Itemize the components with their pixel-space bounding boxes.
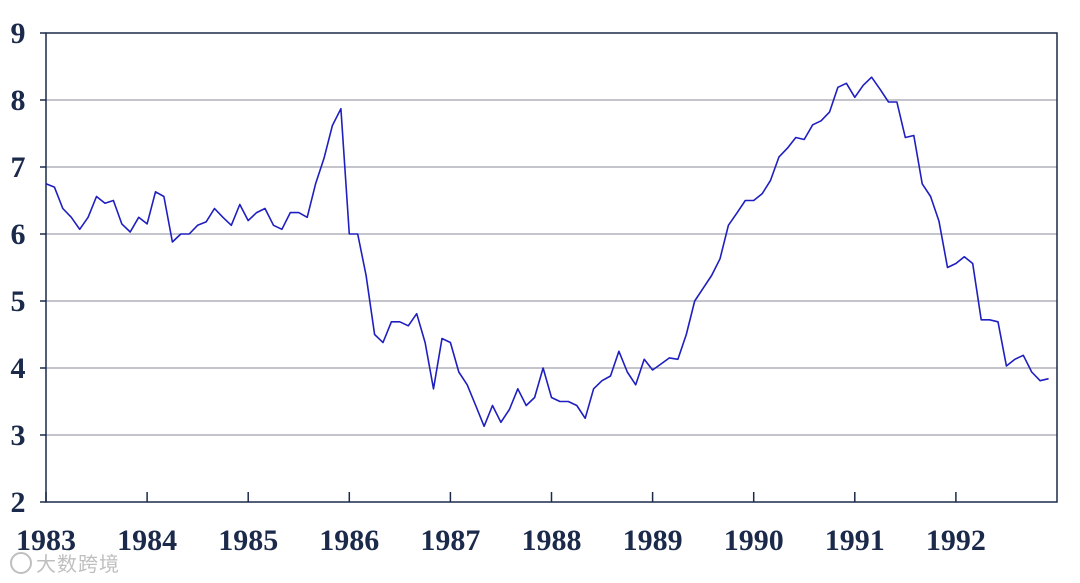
watermark: 大数跨境	[10, 548, 120, 577]
y-tick-label: 2	[11, 486, 26, 519]
y-tick-label: 8	[11, 84, 26, 117]
x-tick-label: 1989	[623, 524, 683, 557]
x-tick-label: 1983	[16, 524, 76, 557]
y-tick-label: 3	[11, 419, 26, 452]
x-tick-label: 1985	[218, 524, 278, 557]
y-tick-label: 4	[11, 352, 26, 385]
y-tick-label: 9	[11, 17, 26, 50]
gridlines	[46, 99, 1057, 436]
y-tick-label: 5	[11, 285, 26, 318]
plot-frame	[45, 32, 1058, 503]
x-tick-label: 1990	[724, 524, 784, 557]
watermark-text: 大数跨境	[36, 552, 120, 576]
watermark-logo-icon	[10, 552, 32, 574]
x-tick-label: 1984	[117, 524, 177, 557]
y-axis: 2 3 4 5 6 7 8 9	[11, 17, 46, 519]
y-tick-label: 7	[11, 151, 26, 184]
x-tick-label: 1991	[825, 524, 885, 557]
x-axis: 1983 1984 1985 1986 1987 1988 1989 1990 1991 1992	[16, 492, 986, 557]
series-line	[45, 76, 1049, 428]
x-tick-label: 1987	[420, 524, 480, 557]
x-tick-label: 1986	[319, 524, 379, 557]
y-tick-label: 6	[11, 218, 26, 251]
x-tick-label: 1992	[926, 524, 986, 557]
x-tick-label: 1988	[522, 524, 582, 557]
